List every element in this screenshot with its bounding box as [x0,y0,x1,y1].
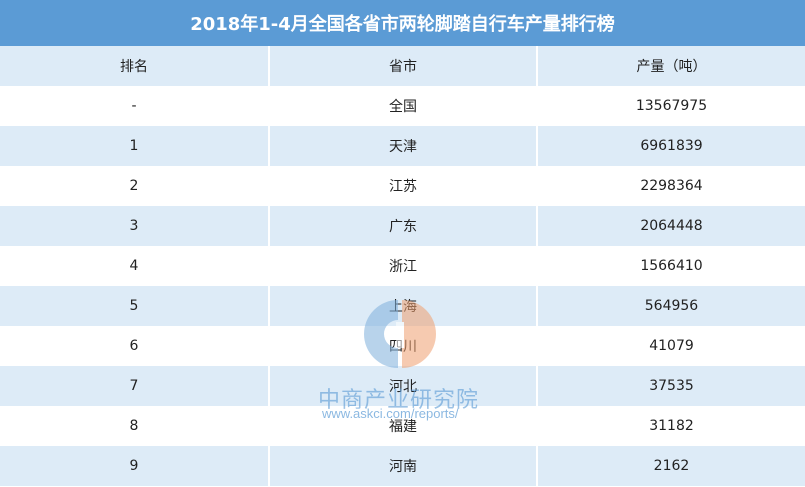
cell-output: 41079 [536,326,805,366]
cell-output: 2064448 [536,206,805,246]
cell-output: 1566410 [536,246,805,286]
table-row: 1 天津 6961839 [0,126,805,166]
cell-province: 广东 [268,206,536,246]
cell-rank: 6 [129,338,139,354]
cell-province: 河南 [268,446,536,486]
cell-rank: 1 [129,138,139,154]
table-row: 7 河北 37535 [0,366,805,406]
header-output: 产量（吨） [536,46,805,86]
cell-province: 天津 [268,126,536,166]
cell-output: 37535 [536,366,805,406]
watermark-name: 中商产业研究院 [318,388,480,413]
cell-output: 2298364 [536,166,805,206]
table-row: - 全国 13567975 [0,86,805,126]
table-row: 3 广东 2064448 [0,206,805,246]
table-row: 4 浙江 1566410 [0,246,805,286]
table-row: 8 福建 31182 [0,406,805,446]
table-row: 2 江苏 2298364 [0,166,805,206]
cell-output: 564956 [536,286,805,326]
cell-rank: 4 [129,258,139,274]
cell-province: 河北 [268,366,536,406]
cell-rank: 5 [129,298,139,314]
cell-province: 江苏 [268,166,536,206]
cell-output: 2162 [536,446,805,486]
watermark-url: www.askci.com/reports/ [322,406,459,421]
cell-output: 6961839 [536,126,805,166]
table-row: 9 河南 2162 [0,446,805,486]
table-header-row: 排名 省市 产量（吨） [0,46,805,86]
cell-rank: - [131,98,137,114]
cell-output: 13567975 [536,86,805,126]
cell-rank: 8 [129,418,139,434]
cell-rank: 2 [129,178,139,194]
header-province: 省市 [268,46,536,86]
askci-logo-icon [364,300,436,368]
cell-province: 全国 [268,86,536,126]
cell-province: 福建 [268,406,536,446]
cell-output: 31182 [536,406,805,446]
header-rank: 排名 [120,59,148,75]
cell-rank: 3 [129,218,139,234]
cell-rank: 9 [129,458,139,474]
table-title: 2018年1-4月全国各省市两轮脚踏自行车产量排行榜 [0,0,805,46]
cell-rank: 7 [129,378,139,394]
cell-province: 浙江 [268,246,536,286]
